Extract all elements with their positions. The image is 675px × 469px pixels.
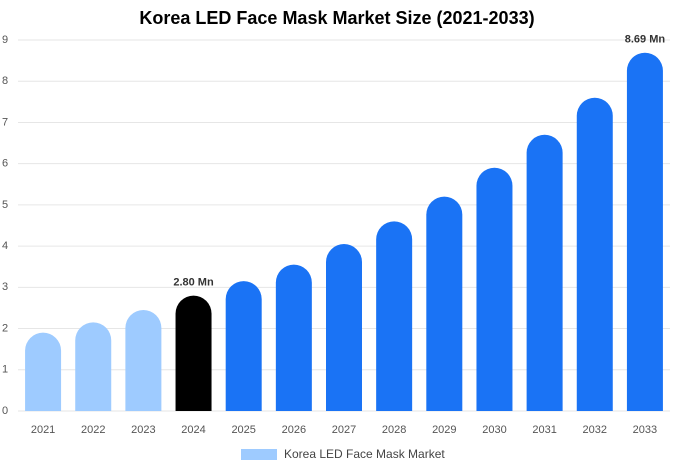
y-tick-label: 5 (2, 199, 8, 211)
x-tick-label: 2022 (81, 424, 105, 436)
x-tick-label: 2023 (131, 424, 155, 436)
x-tick-label: 2031 (532, 424, 556, 436)
y-tick-label: 9 (2, 34, 8, 46)
x-tick-label: 2030 (482, 424, 506, 436)
x-tick-label: 2033 (633, 424, 657, 436)
bar (225, 281, 262, 411)
y-tick-label: 2 (2, 322, 8, 334)
y-tick-label: 3 (2, 281, 8, 293)
bar (426, 196, 463, 411)
x-tick-label: 2025 (231, 424, 255, 436)
x-tick-label: 2027 (332, 424, 356, 436)
bar (275, 264, 312, 411)
bar (626, 52, 663, 411)
x-tick-label: 2029 (432, 424, 456, 436)
x-tick-label: 2021 (31, 424, 55, 436)
y-tick-label: 6 (2, 158, 8, 170)
legend-swatch (241, 449, 277, 460)
y-tick-label: 8 (2, 75, 8, 87)
bar (376, 221, 413, 411)
y-tick-label: 1 (2, 364, 8, 376)
value-label: 2.80 Mn (173, 276, 214, 288)
value-label: 8.69 Mn (625, 34, 666, 46)
bar (576, 97, 613, 411)
x-tick-label: 2032 (583, 424, 607, 436)
x-tick-label: 2028 (382, 424, 406, 436)
bar (526, 134, 563, 411)
bar (175, 295, 212, 411)
bar (25, 332, 62, 411)
bar (125, 310, 162, 411)
bar (326, 244, 362, 411)
y-tick-label: 7 (2, 116, 8, 128)
bar (476, 167, 513, 411)
x-tick-label: 2026 (282, 424, 306, 436)
y-tick-label: 0 (2, 405, 8, 417)
chart-title: Korea LED Face Mask Market Size (2021-20… (139, 8, 534, 28)
y-tick-label: 4 (2, 240, 8, 252)
x-tick-label: 2024 (181, 424, 205, 436)
legend-label: Korea LED Face Mask Market (284, 447, 445, 461)
bar (75, 322, 112, 411)
